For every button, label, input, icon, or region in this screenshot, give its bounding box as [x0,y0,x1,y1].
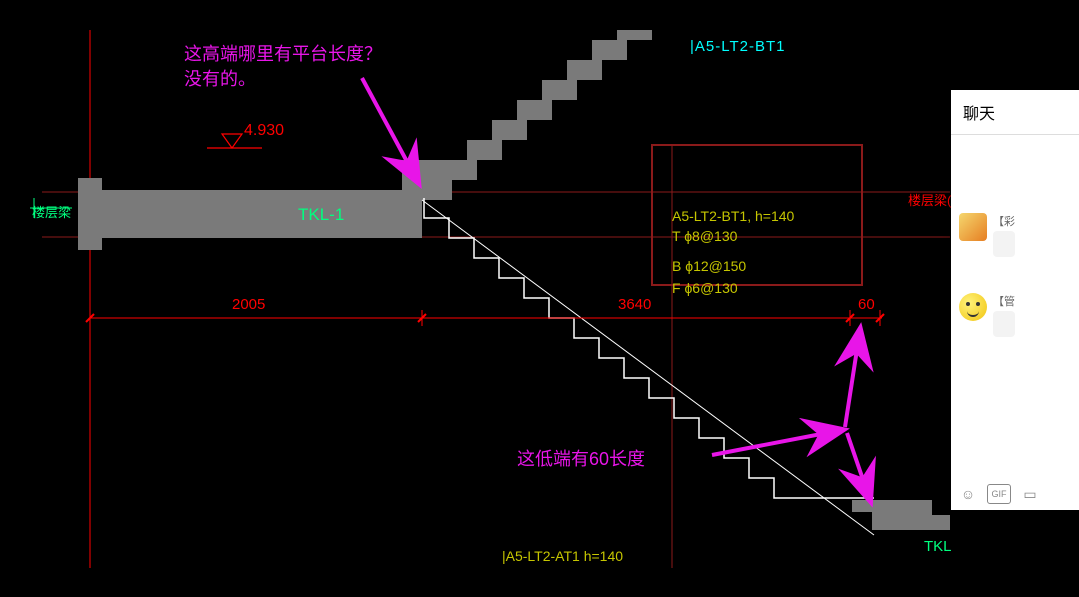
dim-60: 60 [858,296,875,313]
upper-stair-solid [442,30,652,200]
arrow-down [847,433,870,500]
dim-slash-4 [876,314,884,322]
beam-lower-left [852,500,882,512]
chat-panel: 聊天 【彩 【管 ☺ GIF ▭ [951,90,1079,510]
avatar-1[interactable] [959,213,987,241]
avatar-2[interactable] [959,293,987,321]
arrow-mid [712,430,842,455]
beam-lower [872,500,932,530]
chat-item-1[interactable]: 【彩 [951,205,1079,265]
label-top-cyan: |A5-LT2-BT1 [690,38,785,55]
box-line-4: F ϕ6@130 [672,280,738,296]
box-line-3: B ϕ12@150 [672,258,746,274]
middle-stair-outline [424,198,874,498]
dim-3640: 3640 [618,296,651,313]
arrow-top [362,78,418,182]
chat-bubble-2 [993,311,1015,337]
beam-upper [402,160,442,200]
chat-toolbar: ☺ GIF ▭ [959,484,1039,504]
dim-2005: 2005 [232,296,265,313]
chat-name-1: 【彩 [993,213,1015,229]
lower-stair-solid [932,500,950,530]
label-bottom-yellow: |A5-LT2-AT1 h=140 [502,548,623,564]
arrow-up [845,330,860,427]
emoji-icon[interactable]: ☺ [959,485,977,503]
annotation-top-2: 没有的。 [184,65,256,91]
cad-drawing-area: 这高端哪里有平台长度？ 没有的。 这低端有60长度 |A5-LT2-BT1 4.… [12,30,950,568]
annotation-top-1: 这高端哪里有平台长度？ [184,40,382,66]
dim-slash-2 [418,314,426,322]
label-elevation: 4.930 [244,122,284,140]
dim-slash-3 [846,314,854,322]
annotation-bottom: 这低端有60长度 [517,445,645,471]
chat-title: 聊天 [951,90,1079,135]
chat-bubble-1 [993,231,1015,257]
image-icon[interactable]: ▭ [1021,485,1039,503]
chat-item-2[interactable]: 【管 [951,285,1079,345]
label-louceng: 楼层梁 [32,202,71,221]
box-line-2: T ϕ8@130 [672,228,737,244]
column-left [78,178,102,250]
label-beam: TKL-1 [298,205,344,225]
chat-name-2: 【管 [993,293,1015,309]
cad-svg [12,30,950,568]
dim-slash-1 [86,314,94,322]
stair-underside [422,200,874,535]
platform-solid [90,190,422,238]
gif-icon[interactable]: GIF [987,484,1011,504]
box-line-1: A5-LT2-BT1, h=140 [672,208,794,224]
label-tkl2: TKL [924,538,952,555]
